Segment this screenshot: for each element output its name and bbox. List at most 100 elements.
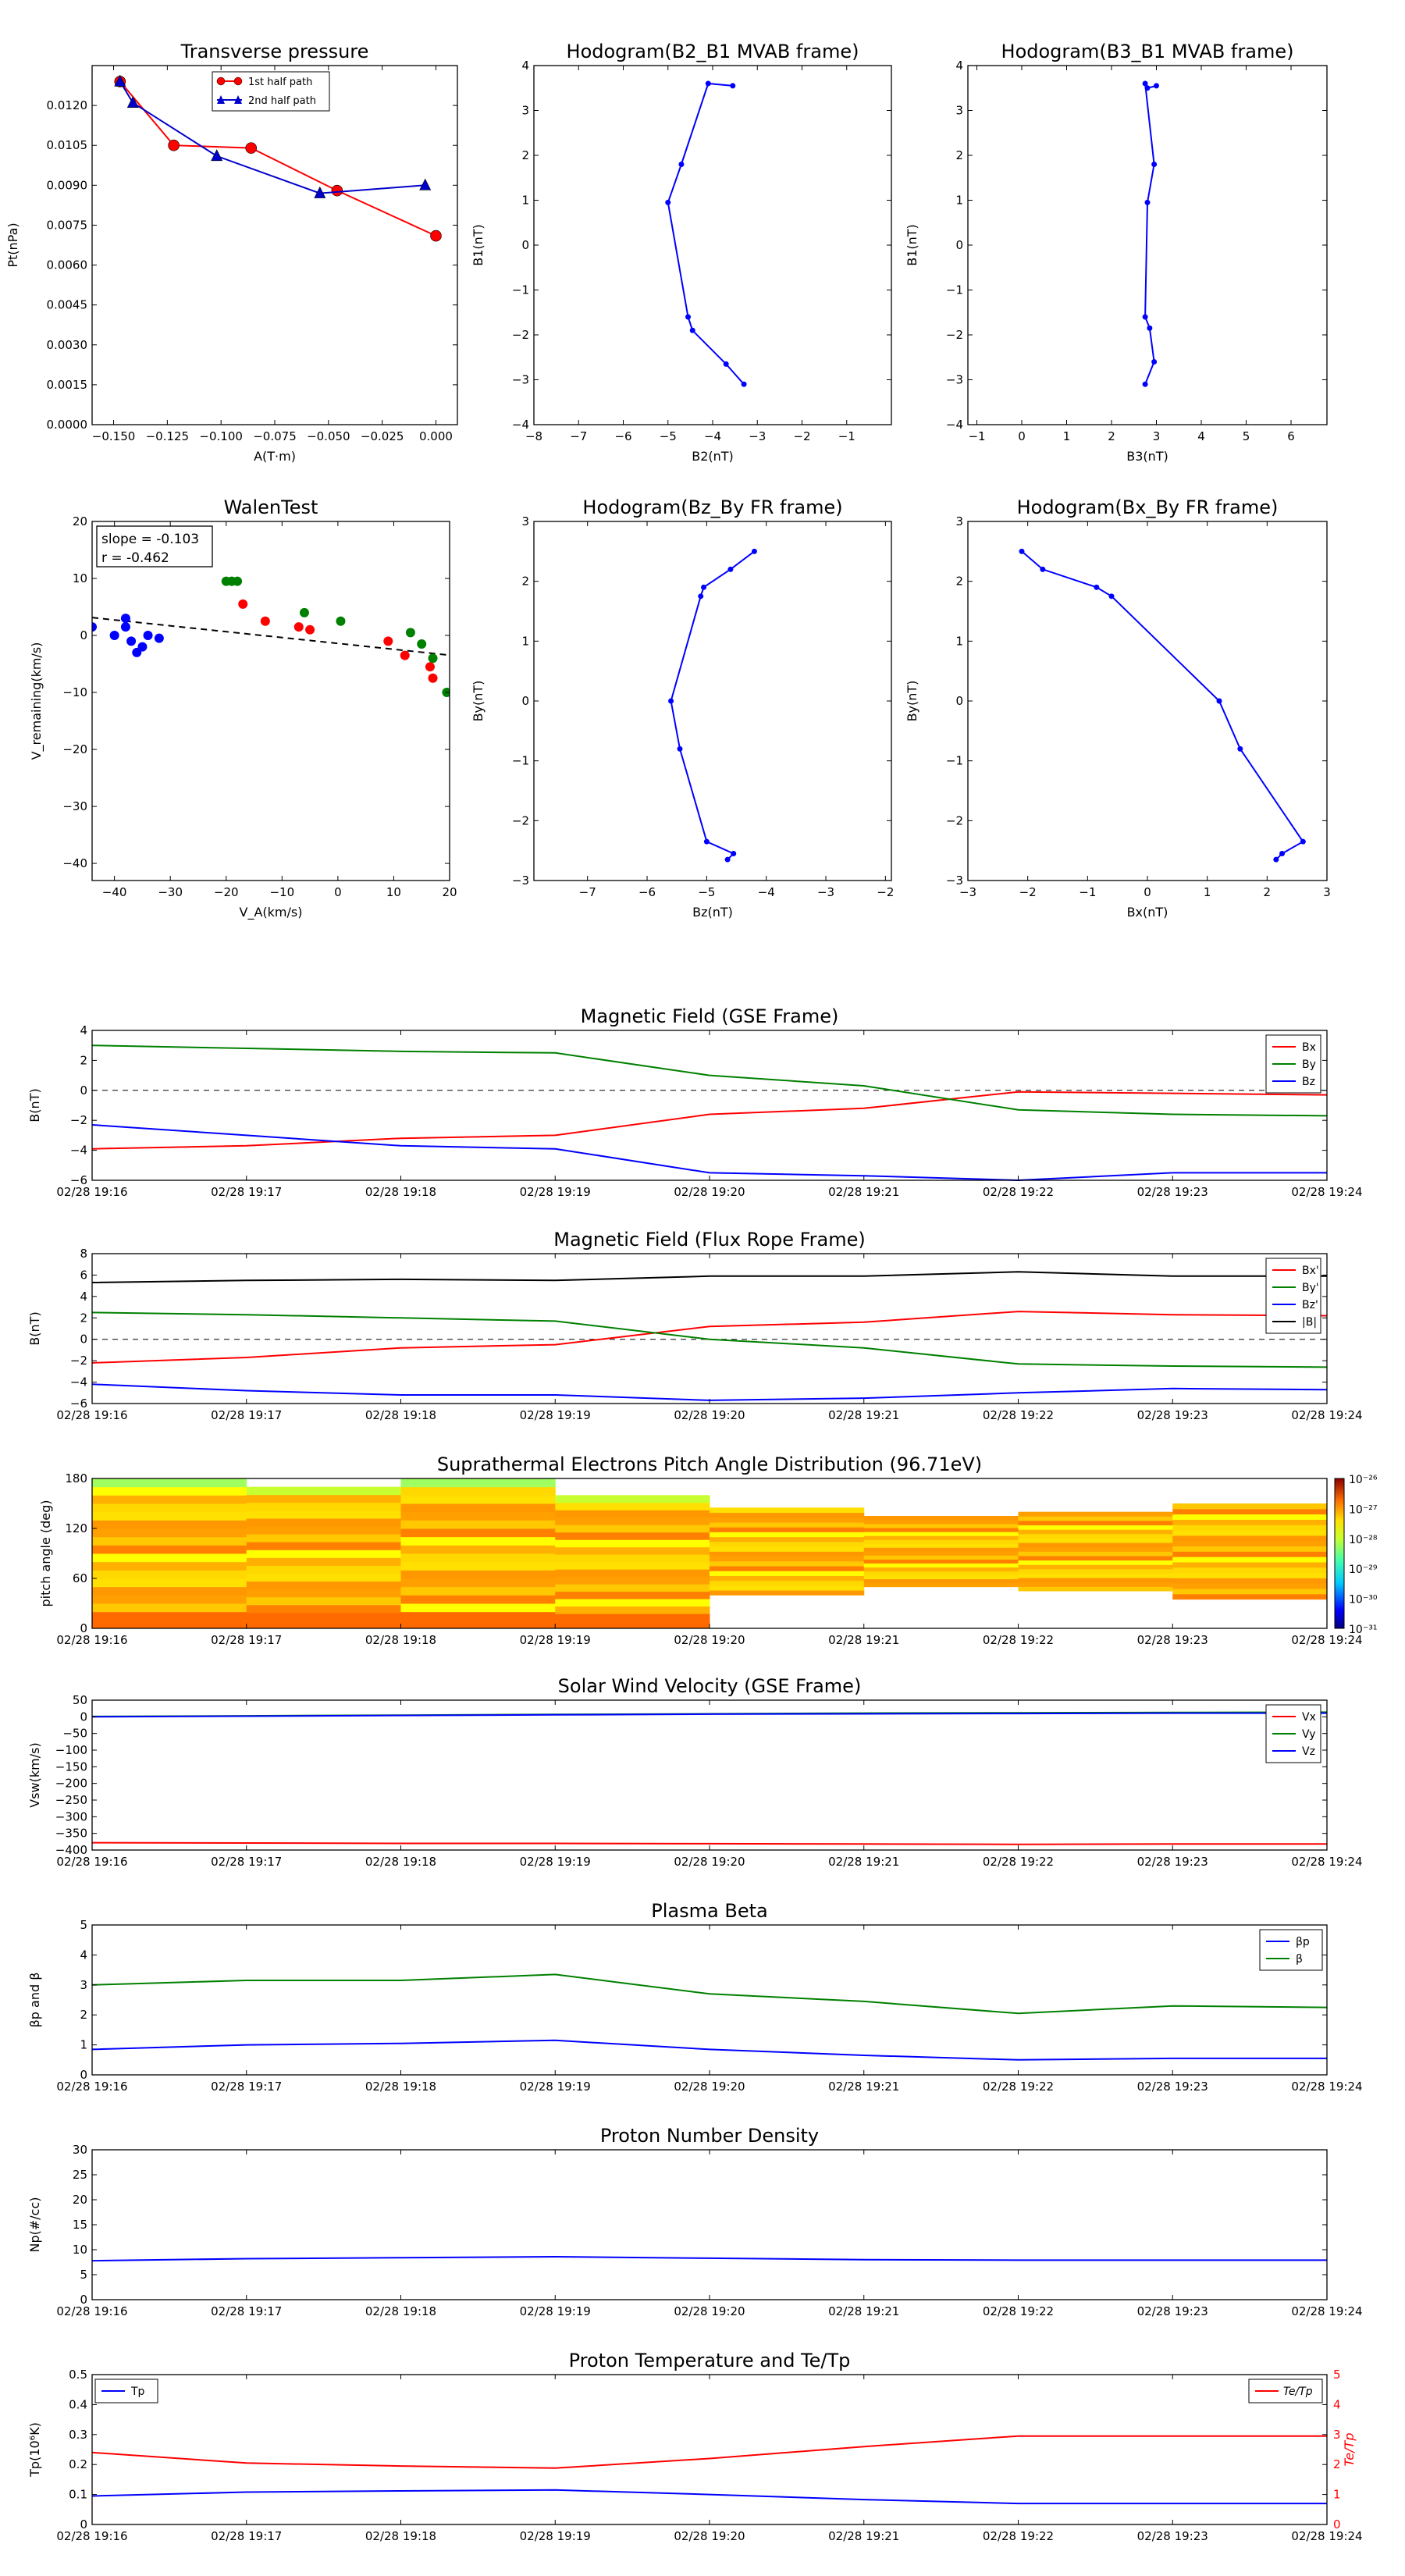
series-line bbox=[91, 2435, 1327, 2469]
y-axis-label: B1(nT) bbox=[905, 224, 919, 266]
heatmap-cell bbox=[555, 1591, 710, 1599]
heatmap-cell bbox=[863, 1551, 1019, 1556]
y-tick-label: 4 bbox=[80, 1290, 87, 1304]
heatmap-cell bbox=[1172, 1508, 1328, 1515]
series-line bbox=[91, 2255, 1327, 2262]
x-tick-label: 02/28 19:23 bbox=[1137, 2529, 1208, 2543]
x-tick-label: 02/28 19:24 bbox=[1291, 2529, 1362, 2543]
x-tick-label: −5 bbox=[698, 885, 715, 899]
colorbar-tick-label: 10⁻³¹ bbox=[1349, 1624, 1377, 1636]
data-point bbox=[677, 745, 683, 752]
y-tick-label: −4 bbox=[70, 1375, 87, 1389]
x-tick-label: 1 bbox=[1204, 885, 1211, 899]
heatmap-cell bbox=[710, 1560, 865, 1567]
x-tick-label: 02/28 19:23 bbox=[1137, 1408, 1208, 1422]
y-tick-label: −1 bbox=[512, 754, 529, 768]
chart-1: Transverse pressure 0.0000 0.0015 0.0030 0.0… bbox=[5, 41, 458, 464]
heatmap-cell bbox=[246, 1581, 401, 1590]
y-tick-label: −250 bbox=[55, 1793, 87, 1807]
heatmap-cell bbox=[92, 1495, 247, 1504]
x-tick-label: 02/28 19:24 bbox=[1291, 1855, 1362, 1869]
series-line bbox=[91, 1311, 1328, 1368]
x-tick-label: 02/28 19:22 bbox=[983, 1855, 1054, 1869]
chart-12: Proton Number Density 0 5 10 15 20 25 30 02/28 1… bbox=[27, 2125, 1363, 2318]
data-point bbox=[383, 636, 393, 646]
x-tick-label: −0.075 bbox=[253, 429, 297, 443]
legend-label: Bx' bbox=[1302, 1265, 1319, 1277]
y-tick-label: 5 bbox=[80, 2268, 87, 2282]
y-tick-label: −2 bbox=[946, 813, 963, 827]
heatmap-cell bbox=[710, 1532, 865, 1538]
x-tick-label: 02/28 19:23 bbox=[1137, 2304, 1208, 2318]
y-axis-label: V_remaining(km/s) bbox=[29, 642, 44, 760]
legend-frame bbox=[212, 71, 330, 112]
x-tick-label: 02/28 19:22 bbox=[983, 1185, 1054, 1199]
heatmap-cell bbox=[246, 1494, 401, 1503]
series-line bbox=[91, 1124, 1327, 1182]
data-point bbox=[727, 566, 734, 572]
x-tick-label: 02/28 19:17 bbox=[211, 1408, 282, 1422]
data-point bbox=[1300, 838, 1306, 845]
plot-frame bbox=[967, 65, 1328, 425]
x-axis-label: Bz(nT) bbox=[692, 905, 733, 920]
x-tick-label: −40 bbox=[102, 885, 127, 899]
y2-tick-label: 4 bbox=[1333, 2397, 1341, 2411]
x-tick-label: 02/28 19:17 bbox=[211, 1633, 282, 1647]
chart-2: Hodogram(B2_B1 MVAB frame) −4 −3 −2 −1 0 1 2 3 4 −… bbox=[471, 41, 892, 464]
heatmap-cell bbox=[1172, 1525, 1328, 1531]
x-tick-label: 02/28 19:22 bbox=[983, 1633, 1054, 1647]
chart-10: Solar Wind Velocity (GSE Frame) −400 −350 −… bbox=[27, 1675, 1363, 1869]
x-tick-label: 3 bbox=[1323, 885, 1331, 899]
heatmap-cell bbox=[555, 1554, 710, 1563]
y-tick-label: −300 bbox=[55, 1809, 87, 1823]
heatmap-cell bbox=[710, 1575, 865, 1582]
heatmap-cell bbox=[710, 1512, 865, 1518]
heatmap-cell bbox=[710, 1580, 865, 1586]
plot-frame bbox=[91, 2149, 1328, 2300]
x-tick-label: 2 bbox=[1264, 885, 1272, 899]
heatmap-cell bbox=[710, 1522, 865, 1528]
x-tick-label: −6 bbox=[614, 429, 631, 443]
data-point bbox=[238, 599, 248, 609]
heatmap-cell bbox=[400, 1578, 556, 1588]
annotation-box: slope = -0.103 r = -0.462 bbox=[96, 525, 213, 568]
x-tick-label: −20 bbox=[214, 885, 239, 899]
y-tick-label: 0 bbox=[521, 694, 529, 708]
plot-area bbox=[92, 576, 450, 698]
plot-area bbox=[668, 548, 757, 863]
y-tick-label: 0 bbox=[955, 694, 963, 708]
legend: Bx' By' Bz' |B| bbox=[1265, 1258, 1321, 1334]
y-tick-label: 4 bbox=[521, 59, 529, 73]
heatmap-cell bbox=[246, 1534, 401, 1542]
data-point bbox=[1273, 856, 1279, 863]
heatmap-cell bbox=[1172, 1589, 1328, 1595]
y-tick-label: 2 bbox=[80, 2008, 87, 2022]
data-point bbox=[331, 184, 343, 197]
series-line bbox=[1144, 83, 1157, 385]
y-tick-label: 1 bbox=[80, 2038, 87, 2052]
y-tick-label: 2 bbox=[955, 575, 963, 589]
heatmap-cell bbox=[1018, 1568, 1173, 1574]
y-tick-label: 0.1 bbox=[69, 2488, 87, 2502]
series-line bbox=[667, 82, 745, 385]
legend-label: Te/Tp bbox=[1283, 2386, 1313, 2398]
heatmap-cell bbox=[92, 1620, 247, 1629]
x-tick-label: −0.025 bbox=[361, 429, 404, 443]
heatmap-cell bbox=[246, 1517, 401, 1527]
legend-label: Bx bbox=[1302, 1041, 1316, 1054]
heatmap-cell bbox=[863, 1539, 1019, 1544]
heatmap-cell bbox=[92, 1586, 247, 1596]
x-tick-label: 02/28 19:18 bbox=[365, 1633, 436, 1647]
data-point bbox=[405, 628, 415, 638]
legend-label: Tp bbox=[130, 2386, 145, 2398]
data-point bbox=[1094, 584, 1100, 590]
x-axis-label: V_A(km/s) bbox=[240, 905, 303, 920]
y-tick-label: 0 bbox=[80, 628, 87, 642]
y-tick-label: 0.0120 bbox=[47, 98, 88, 112]
data-point bbox=[233, 576, 243, 586]
y-tick-label: 15 bbox=[73, 2218, 87, 2232]
y-tick-label: 1 bbox=[521, 634, 529, 648]
data-point bbox=[126, 96, 139, 109]
heatmap-cell bbox=[92, 1595, 247, 1604]
